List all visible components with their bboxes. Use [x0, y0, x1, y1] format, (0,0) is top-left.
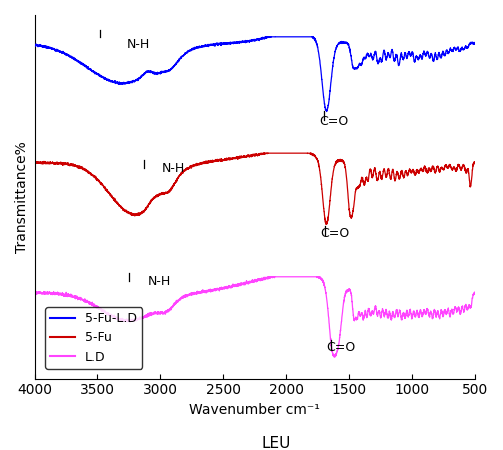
- X-axis label: Wavenumber cm⁻¹: Wavenumber cm⁻¹: [189, 403, 320, 417]
- Y-axis label: Transmittance%: Transmittance%: [15, 141, 29, 252]
- Text: N-H: N-H: [148, 274, 171, 288]
- Legend: 5-Fu-L.D, 5-Fu, L.D: 5-Fu-L.D, 5-Fu, L.D: [45, 307, 142, 369]
- Text: C=O: C=O: [326, 341, 356, 354]
- Text: LEU: LEU: [262, 436, 291, 450]
- Text: C=O: C=O: [319, 115, 348, 128]
- Text: N-H: N-H: [161, 162, 185, 175]
- Text: C=O: C=O: [320, 227, 350, 239]
- Text: N-H: N-H: [126, 37, 150, 50]
